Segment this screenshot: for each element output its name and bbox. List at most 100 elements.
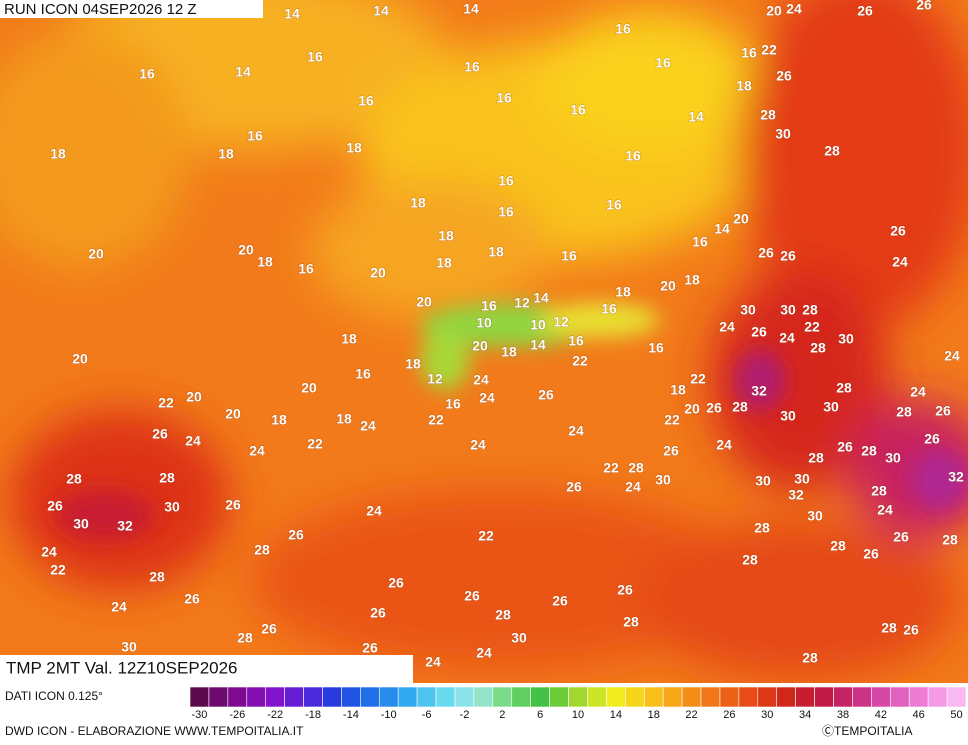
legend-tick-label: 10 — [572, 709, 584, 721]
temperature-label: 28 — [836, 380, 852, 396]
run-box — [0, 0, 263, 18]
color-swatch — [208, 686, 229, 708]
temperature-label: 30 — [885, 450, 901, 466]
temperature-label: 24 — [473, 372, 489, 388]
color-swatch — [776, 686, 796, 708]
temperature-label: 28 — [824, 143, 840, 159]
legend-tick-label: 22 — [685, 709, 697, 721]
color-swatch — [530, 686, 550, 708]
legend-tick-label: 30 — [761, 709, 773, 721]
temperature-label: 26 — [47, 498, 63, 514]
temperature-label: 14 — [373, 3, 389, 19]
temperature-label: 26 — [863, 546, 879, 562]
temperature-label: 24 — [779, 330, 795, 346]
color-swatch — [303, 686, 323, 708]
temperature-label: 18 — [438, 228, 454, 244]
temperature-label: 26 — [837, 439, 853, 455]
temperature-label: 28 — [742, 552, 758, 568]
temperature-label: 16 — [655, 55, 671, 71]
color-swatch — [549, 686, 569, 708]
temperature-label: 18 — [736, 78, 752, 94]
temperature-label: 16 — [139, 66, 155, 82]
temperature-label: 14 — [235, 64, 251, 80]
color-swatch — [416, 686, 437, 708]
legend-tick-label: 34 — [799, 709, 811, 721]
temperature-label: 14 — [530, 337, 546, 353]
temperature-label: 16 — [692, 234, 708, 250]
temperature-label: 18 — [436, 255, 452, 271]
legend-tick-label: -6 — [422, 709, 432, 721]
temperature-label: 10 — [530, 317, 546, 333]
temperature-label: 16 — [445, 396, 461, 412]
color-swatch — [662, 686, 683, 708]
color-swatch — [284, 686, 304, 708]
temperature-label: 22 — [664, 412, 680, 428]
temperature-label: 20 — [72, 351, 88, 367]
legend-tick-label: -18 — [305, 709, 321, 721]
color-swatch — [189, 686, 210, 708]
temperature-label: 28 — [830, 538, 846, 554]
color-swatch — [946, 686, 967, 708]
color-swatch — [738, 686, 759, 708]
legend-tick-label: 14 — [610, 709, 622, 721]
temperature-label: 16 — [464, 59, 480, 75]
legend-tick-label: 26 — [723, 709, 735, 721]
temperature-label: 18 — [257, 254, 273, 270]
temperature-label: 24 — [910, 384, 926, 400]
temperature-label: 26 — [617, 582, 633, 598]
temperature-label: 18 — [684, 272, 700, 288]
temperature-label: 26 — [890, 223, 906, 239]
temperature-label: 22 — [158, 395, 174, 411]
temperature-label: 30 — [755, 473, 771, 489]
temperature-label: 18 — [218, 146, 234, 162]
temperature-label: 18 — [488, 244, 504, 260]
temperature-label: 20 — [225, 406, 241, 422]
copyright: ⒸTEMPOITALIA — [822, 724, 912, 738]
temperature-label: 30 — [775, 126, 791, 142]
temperature-label: 30 — [655, 472, 671, 488]
temperature-label: 28 — [896, 404, 912, 420]
temperature-label: 26 — [857, 3, 873, 19]
color-swatch — [643, 686, 664, 708]
temperature-label: 26 — [538, 387, 554, 403]
temperature-label: 20 — [660, 278, 676, 294]
temperature-label: 22 — [804, 319, 820, 335]
legend-tick-label: 42 — [875, 709, 887, 721]
temperature-label: 20 — [301, 380, 317, 396]
temperature-label: 26 — [362, 640, 378, 656]
variable-label: TMP 2MT Val. 12Z10SEP2026 — [6, 658, 238, 677]
temperature-label: 18 — [50, 146, 66, 162]
temperature-label: 30 — [823, 399, 839, 415]
temperature-label: 24 — [111, 599, 127, 615]
temperature-label: 26 — [924, 431, 940, 447]
color-swatch — [795, 686, 815, 708]
temperature-label: 28 — [732, 399, 748, 415]
temperature-label: 22 — [428, 412, 444, 428]
temperature-label: 14 — [688, 109, 704, 125]
temperature-label: 28 — [871, 483, 887, 499]
temperature-label: 18 — [410, 195, 426, 211]
temperature-label: 26 — [225, 497, 241, 513]
temperature-label: 18 — [405, 356, 421, 372]
temperature-label: 26 — [566, 479, 582, 495]
temperature-label: 18 — [341, 331, 357, 347]
temperature-label: 16 — [741, 45, 757, 61]
temperature-label: 18 — [336, 411, 352, 427]
legend-tick-label: -26 — [229, 709, 245, 721]
color-swatch — [889, 686, 910, 708]
legend-tick-label: 46 — [913, 709, 925, 721]
temperature-label: 18 — [501, 344, 517, 360]
color-swatch — [322, 686, 342, 708]
temperature-label: 24 — [716, 437, 732, 453]
temperature-label: 24 — [249, 443, 265, 459]
temperature-label: 16 — [606, 197, 622, 213]
temperature-label: 28 — [881, 620, 897, 636]
temperature-label: 14 — [463, 1, 479, 17]
temperature-label: 26 — [935, 403, 951, 419]
temperature-label: 32 — [948, 469, 964, 485]
temperature-label: 26 — [663, 443, 679, 459]
temperature-label: 16 — [648, 340, 664, 356]
temperature-label: 28 — [66, 471, 82, 487]
color-swatch — [757, 686, 778, 708]
